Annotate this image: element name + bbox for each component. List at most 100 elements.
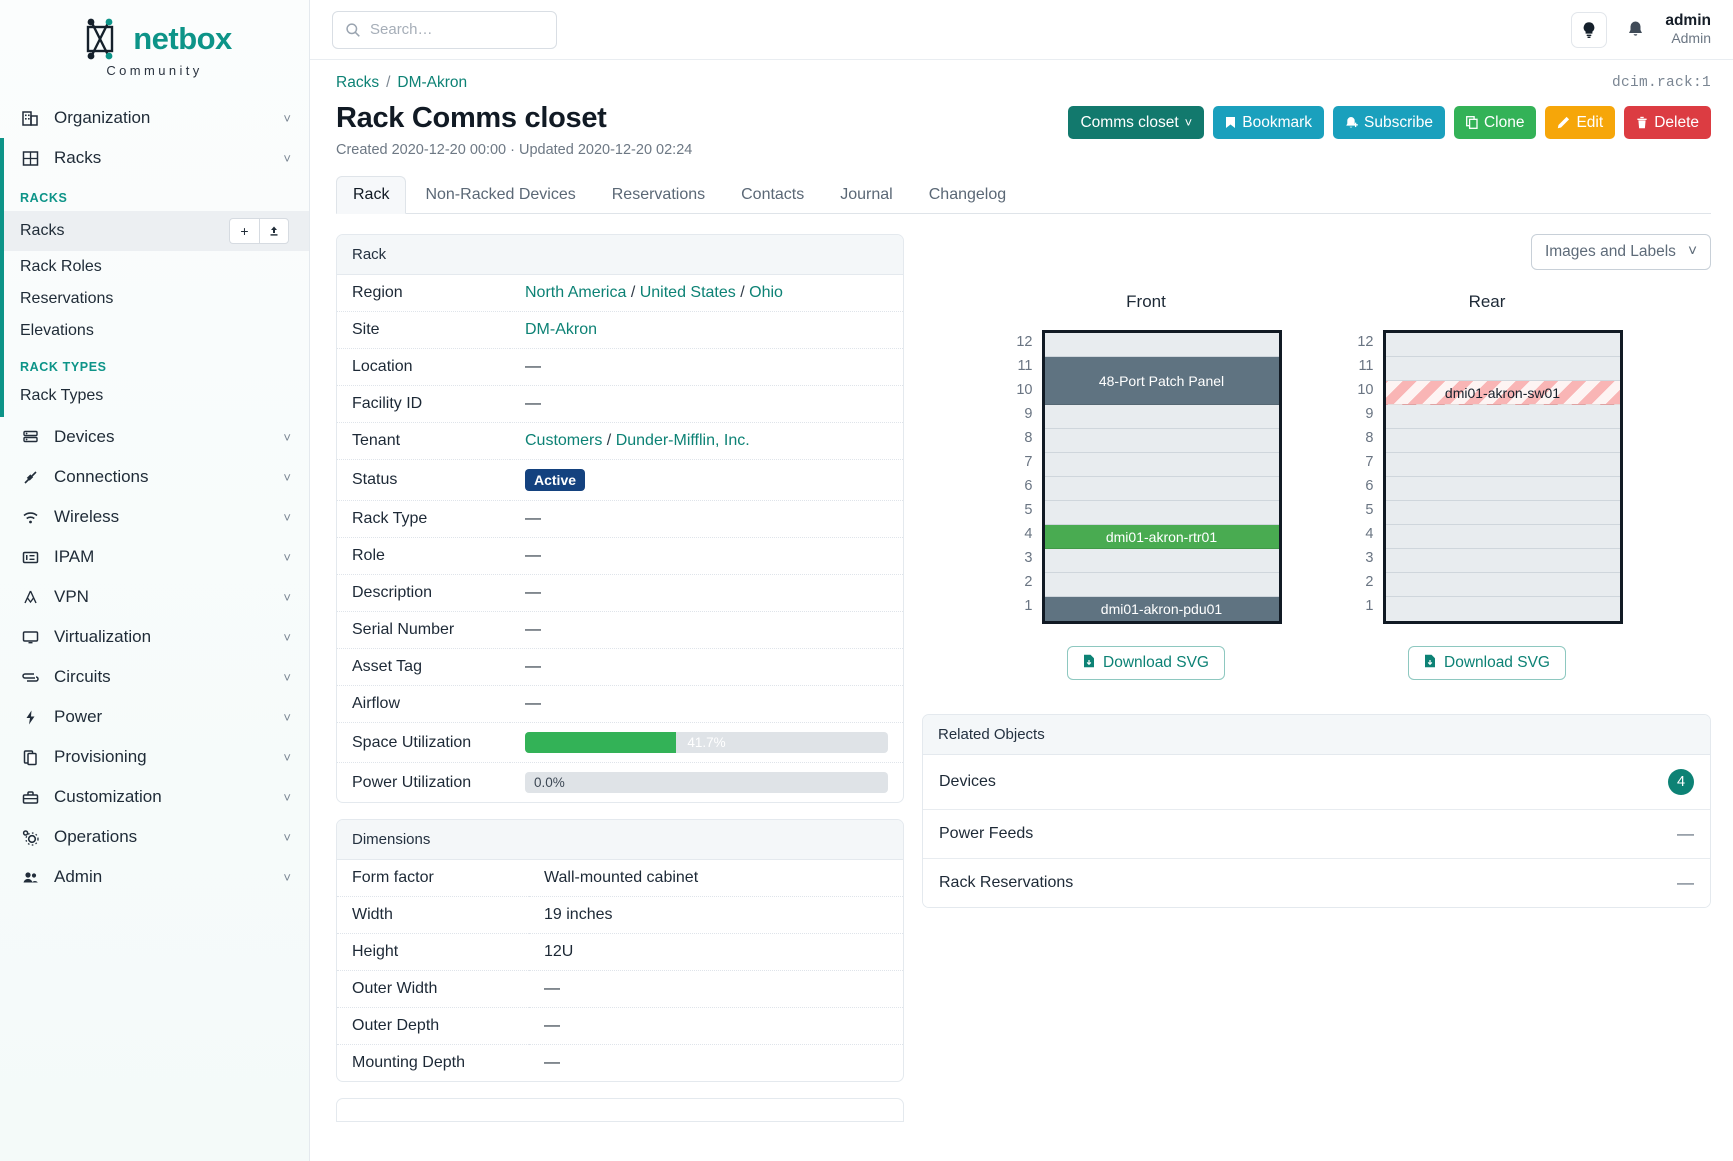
elevation-view-select[interactable]: Images and Labels ˅	[1530, 234, 1711, 270]
tab-journal[interactable]: Journal	[840, 186, 893, 203]
sidebar-group-racks[interactable]: Racks ˅	[0, 138, 309, 178]
search-input[interactable]	[370, 21, 544, 38]
sidebar-group-admin[interactable]: Admin ˅	[0, 857, 309, 897]
unit-number: 8	[1024, 430, 1033, 446]
rack-unit-empty[interactable]	[1385, 357, 1620, 381]
lightbulb-icon[interactable]	[1571, 11, 1608, 48]
related-object-label: Devices	[939, 773, 996, 790]
circuits-icon	[20, 667, 40, 687]
row-key: Serial Number	[337, 611, 510, 649]
unit-number: 5	[1024, 502, 1033, 518]
related-object-rack-reservations[interactable]: Rack Reservations —	[923, 858, 1710, 907]
sidebar-group-connections[interactable]: Connections ˅	[0, 457, 309, 497]
tenant-group-link[interactable]: Customers	[525, 432, 603, 449]
sidebar-group-devices[interactable]: Devices ˅	[0, 417, 309, 457]
row-value: 12U	[529, 933, 903, 971]
rack-unit-empty[interactable]	[1385, 429, 1620, 453]
rack-device[interactable]: dmi01-akron-rtr01	[1044, 525, 1279, 549]
rack-device[interactable]: 48-Port Patch Panel	[1044, 357, 1279, 405]
row-value: —	[510, 574, 903, 612]
rack-selector-button[interactable]: Comms closet ˅	[1068, 106, 1205, 139]
tab-changelog[interactable]: Changelog	[928, 186, 1007, 203]
unit-number: 6	[1365, 478, 1374, 494]
rack-unit-empty[interactable]	[1044, 573, 1279, 597]
download-svg-rear-button[interactable]: Download SVG	[1408, 646, 1566, 680]
breadcrumb-item-racks[interactable]: Racks	[336, 74, 380, 91]
row-value: North America / United States / Ohio	[525, 284, 783, 301]
sidebar-item-racks[interactable]: Racks +	[0, 211, 309, 251]
table-row: Airflow —	[337, 685, 903, 723]
rack-unit-empty[interactable]	[1385, 549, 1620, 573]
tab-non-racked-devices[interactable]: Non-Racked Devices	[425, 186, 576, 203]
subscribe-button[interactable]: Subscribe	[1333, 106, 1445, 139]
delete-button[interactable]: Delete	[1624, 106, 1711, 139]
sidebar-group-vpn[interactable]: VPN ˅	[0, 577, 309, 617]
tenant-link[interactable]: Dunder-Mifflin, Inc.	[615, 432, 750, 449]
sidebar-group-label: Virtualization	[54, 627, 152, 646]
sidebar-item-rack-types[interactable]: Rack Types	[0, 380, 309, 417]
add-rack-button[interactable]: +	[229, 218, 259, 244]
rack-unit-empty[interactable]	[1385, 333, 1620, 357]
sidebar-group-circuits[interactable]: Circuits ˅	[0, 657, 309, 697]
rack-elevations: Front 12 11 10 9 8 7 6 5 4 3 2 1 48-Port Patch Pane…	[922, 292, 1711, 680]
site-link[interactable]: DM-Akron	[525, 321, 598, 338]
unit-number: 2	[1024, 574, 1033, 590]
sidebar-item-elevations[interactable]: Elevations	[0, 315, 309, 347]
import-rack-button[interactable]	[259, 218, 289, 244]
brand-block[interactable]: netbox Community	[0, 0, 309, 84]
region-link-1[interactable]: North America	[525, 284, 627, 301]
tab-bar: Rack Non-Racked Devices Reservations Con…	[336, 175, 1711, 214]
sidebar-group-operations[interactable]: Operations ˅	[0, 817, 309, 857]
bell-icon[interactable]	[1620, 15, 1650, 45]
sidebar-item-reservations[interactable]: Reservations	[0, 283, 309, 315]
tab-reservations[interactable]: Reservations	[611, 186, 706, 203]
rack-unit-empty[interactable]	[1385, 597, 1620, 621]
right-column: Images and Labels ˅ Front 12 11 10 9 8 7 6 5 4 3 2…	[922, 234, 1711, 908]
sidebar-item-rack-roles[interactable]: Rack Roles	[0, 251, 309, 283]
sidebar-group-ipam[interactable]: IPAM ˅	[0, 537, 309, 577]
rack-unit-empty[interactable]	[1044, 453, 1279, 477]
related-object-power-feeds[interactable]: Power Feeds —	[923, 809, 1710, 858]
edit-button[interactable]: Edit	[1545, 106, 1616, 139]
sidebar-group-provisioning[interactable]: Provisioning ˅	[0, 737, 309, 777]
sidebar-group-organization[interactable]: Organization ˅	[0, 98, 309, 138]
sidebar-group-label: Organization	[54, 108, 151, 127]
rack-device[interactable]: dmi01-akron-pdu01	[1044, 597, 1279, 621]
search-box[interactable]	[332, 10, 557, 49]
sidebar-group-power[interactable]: Power ˅	[0, 697, 309, 737]
rack-unit-empty[interactable]	[1385, 477, 1620, 501]
tab-rack[interactable]: Rack	[336, 176, 407, 214]
unit-number: 11	[1017, 358, 1033, 374]
row-value: —	[529, 1044, 903, 1081]
rack-unit-empty[interactable]	[1385, 501, 1620, 525]
rack-unit-empty[interactable]	[1385, 573, 1620, 597]
bookmark-button[interactable]: Bookmark	[1213, 106, 1325, 139]
rack-unit-empty[interactable]	[1044, 549, 1279, 573]
rack-unit-empty[interactable]	[1044, 501, 1279, 525]
download-svg-front-button[interactable]: Download SVG	[1067, 646, 1225, 680]
unit-number: 10	[1016, 382, 1033, 398]
clone-button[interactable]: Clone	[1453, 106, 1537, 139]
breadcrumb-item-site[interactable]: DM-Akron	[397, 74, 468, 91]
rack-unit-empty[interactable]	[1044, 405, 1279, 429]
user-block[interactable]: admin Admin	[1665, 12, 1711, 47]
row-key: Tenant	[337, 422, 510, 460]
sidebar-group-virtualization[interactable]: Virtualization ˅	[0, 617, 309, 657]
region-link-2[interactable]: United States	[639, 284, 736, 301]
chevron-down-icon: ˅	[283, 469, 291, 485]
rack-unit-empty[interactable]	[1044, 429, 1279, 453]
related-object-devices[interactable]: Devices 4	[923, 755, 1710, 809]
rack-unit-empty[interactable]	[1385, 405, 1620, 429]
sidebar-group-label: Provisioning	[54, 747, 147, 766]
table-row: Height 12U	[337, 933, 903, 971]
region-link-3[interactable]: Ohio	[749, 284, 783, 301]
rack-unit-empty[interactable]	[1385, 453, 1620, 477]
tab-contacts[interactable]: Contacts	[741, 186, 805, 203]
sidebar-group-wireless[interactable]: Wireless ˅	[0, 497, 309, 537]
rack-unit-empty[interactable]	[1385, 525, 1620, 549]
rack-device[interactable]: dmi01-akron-sw01	[1385, 381, 1620, 405]
sidebar-group-customization[interactable]: Customization ˅	[0, 777, 309, 817]
row-key: Status	[337, 459, 510, 501]
rack-unit-empty[interactable]	[1044, 333, 1279, 357]
rack-unit-empty[interactable]	[1044, 477, 1279, 501]
